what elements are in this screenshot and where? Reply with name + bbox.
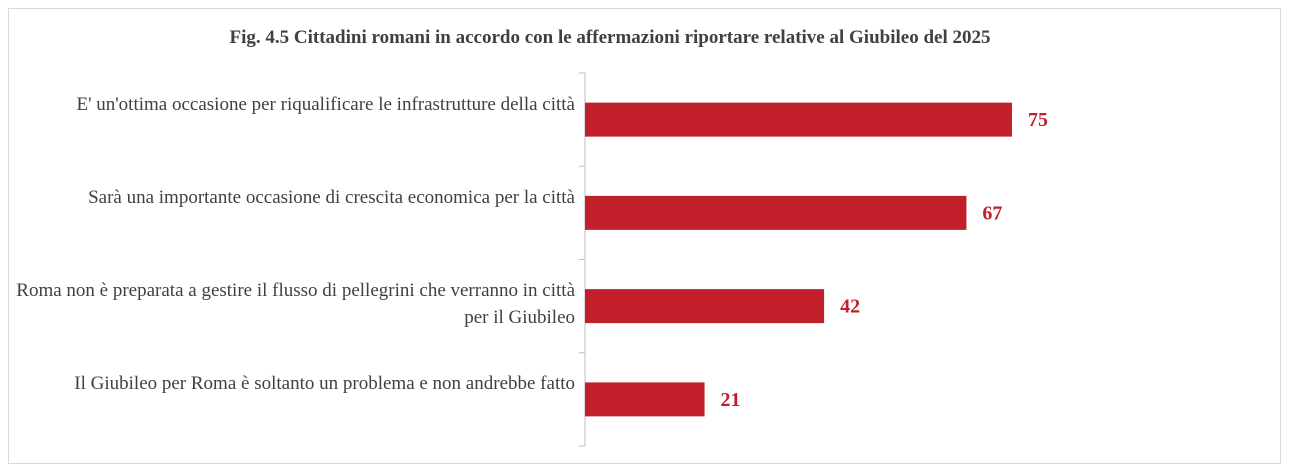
- chart-title: Fig. 4.5 Cittadini romani in accordo con…: [229, 27, 991, 48]
- bar: [585, 195, 967, 230]
- value-label: 21: [721, 389, 741, 411]
- category-label: Roma non è preparata a gestire il flusso…: [16, 280, 575, 329]
- value-label: 67: [982, 202, 1002, 224]
- category-label: Sarà una importante occasione di crescit…: [88, 186, 575, 208]
- bar: [585, 102, 1012, 137]
- value-label: 42: [840, 296, 860, 318]
- bar: [585, 289, 825, 324]
- category-label: E' un'ottima occasione per riqualificare…: [76, 93, 575, 115]
- value-label: 75: [1028, 109, 1048, 131]
- bar: [585, 382, 705, 417]
- category-label: Il Giubileo per Roma è soltanto un probl…: [74, 373, 575, 395]
